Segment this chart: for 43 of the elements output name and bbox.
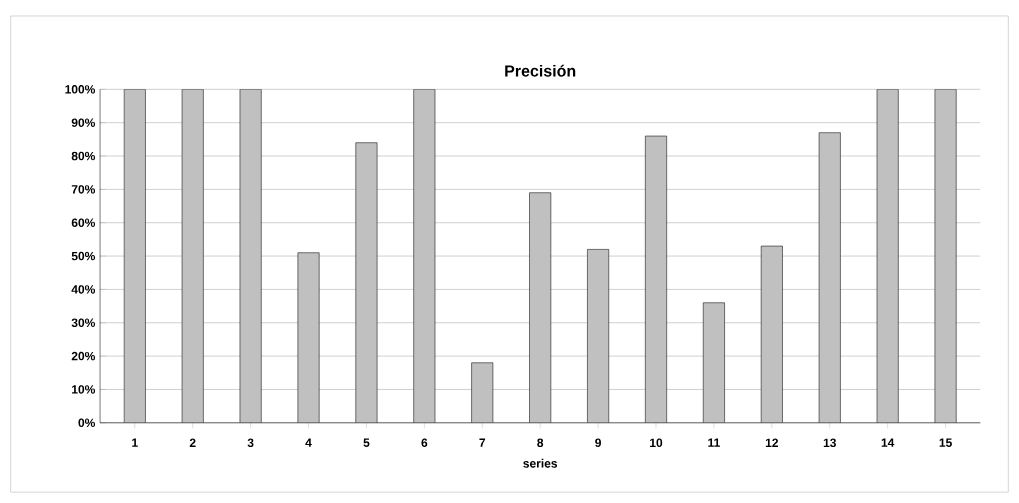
bar <box>181 89 204 423</box>
y-tick-label: 10% <box>72 385 96 394</box>
bar <box>239 89 262 423</box>
bar <box>123 89 146 423</box>
bar <box>355 142 378 423</box>
x-tick-label: 8 <box>537 438 544 448</box>
y-tick-label: 90% <box>71 118 96 128</box>
x-tick-label: 1 <box>132 438 138 447</box>
y-tick-label: 30% <box>71 318 96 328</box>
bar <box>297 252 320 423</box>
bar <box>529 192 552 423</box>
x-axis-title: series <box>523 458 558 468</box>
y-tick-label: 40% <box>71 285 96 294</box>
x-tick-label: 5 <box>363 438 370 448</box>
bar <box>471 362 494 423</box>
bar <box>702 302 725 423</box>
bar <box>818 132 841 423</box>
x-tick-label: 12 <box>765 438 779 447</box>
y-tick-label: 20% <box>71 351 96 361</box>
x-tick-label: 13 <box>823 438 836 448</box>
y-tick-label: 50% <box>71 251 96 261</box>
x-tick-label: 3 <box>247 438 254 448</box>
x-tick-label: 9 <box>595 438 601 448</box>
bar <box>587 249 610 423</box>
x-tick-label: 7 <box>479 438 486 447</box>
y-tick-label: 70% <box>71 185 96 194</box>
x-tick-label: 10 <box>650 438 663 448</box>
x-tick-label: 15 <box>939 438 952 448</box>
bar <box>876 89 899 423</box>
y-tick-label: 100% <box>65 85 96 94</box>
y-tick-label: 0% <box>78 418 96 428</box>
bar <box>760 245 783 423</box>
x-tick-label: 14 <box>881 438 895 447</box>
x-tick-label: 6 <box>421 438 428 448</box>
chart-title: Precisión <box>505 64 576 77</box>
x-tick-label: 11 <box>708 438 720 447</box>
bar <box>413 89 436 423</box>
y-tick-label: 60% <box>71 218 96 228</box>
bar <box>645 135 667 423</box>
x-tick-label: 2 <box>189 438 196 447</box>
bar <box>934 89 957 423</box>
x-tick-label: 4 <box>305 438 312 447</box>
y-tick-label: 80% <box>71 151 96 161</box>
